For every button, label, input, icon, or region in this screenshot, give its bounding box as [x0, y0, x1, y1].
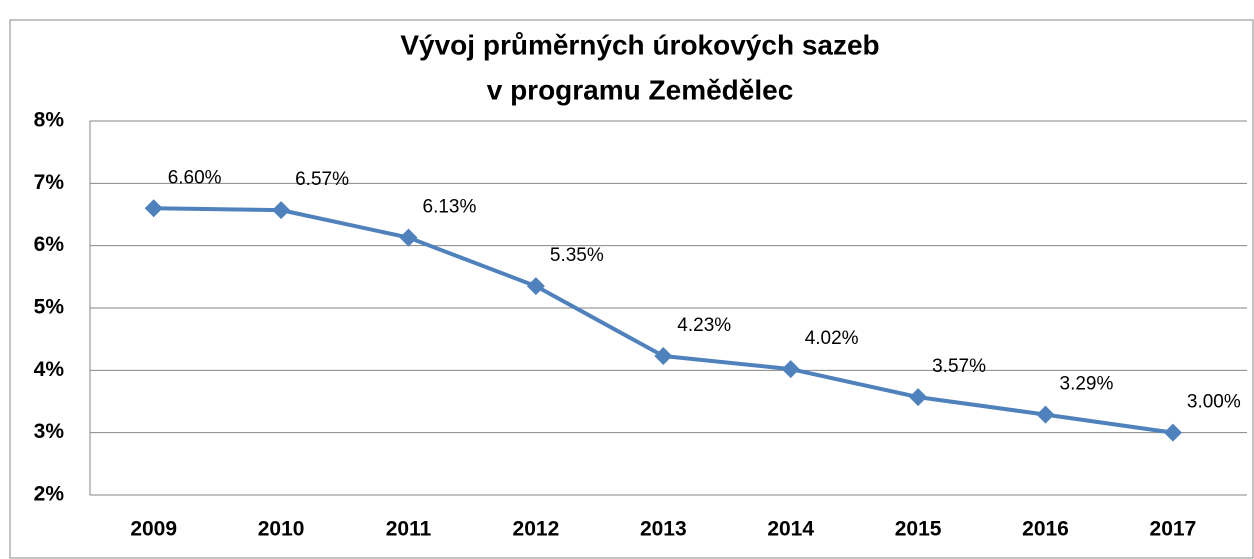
y-tick-label: 4% [34, 358, 65, 381]
data-label: 6.60% [168, 167, 222, 188]
data-point [1163, 423, 1182, 442]
data-point [526, 277, 545, 296]
data-label: 3.00% [1187, 392, 1241, 413]
data-label: 3.57% [932, 356, 986, 377]
data-point [909, 388, 928, 407]
chart-title: v programu Zemědělec [487, 74, 794, 105]
chart-border [9, 19, 1254, 559]
data-point [654, 346, 673, 365]
data-label: 4.23% [677, 315, 731, 336]
x-tick-label: 2010 [258, 518, 305, 541]
data-label: 6.13% [423, 197, 477, 218]
y-tick-label: 2% [34, 483, 65, 506]
data-point [272, 201, 291, 220]
data-label: 5.35% [550, 245, 604, 266]
x-tick-label: 2016 [1022, 518, 1069, 541]
data-point [1036, 405, 1055, 424]
x-tick-label: 2017 [1150, 518, 1197, 541]
data-point [781, 360, 800, 379]
x-tick-label: 2013 [640, 518, 687, 541]
y-tick-label: 3% [34, 420, 65, 443]
data-point [399, 228, 418, 247]
x-tick-label: 2011 [386, 518, 432, 541]
x-tick-label: 2015 [895, 518, 942, 541]
x-tick-label: 2014 [767, 518, 814, 541]
y-tick-label: 7% [34, 171, 65, 194]
chart-title: Vývoj průměrných úrokových sazeb [400, 29, 879, 60]
data-label: 4.02% [805, 328, 859, 349]
y-tick-label: 5% [34, 296, 65, 319]
x-tick-label: 2012 [513, 518, 560, 541]
y-tick-label: 6% [34, 233, 65, 256]
x-tick-label: 2009 [130, 518, 177, 541]
data-label: 3.29% [1060, 374, 1114, 395]
data-label: 6.57% [295, 169, 349, 190]
y-tick-label: 8% [34, 109, 65, 132]
data-point [144, 199, 163, 218]
